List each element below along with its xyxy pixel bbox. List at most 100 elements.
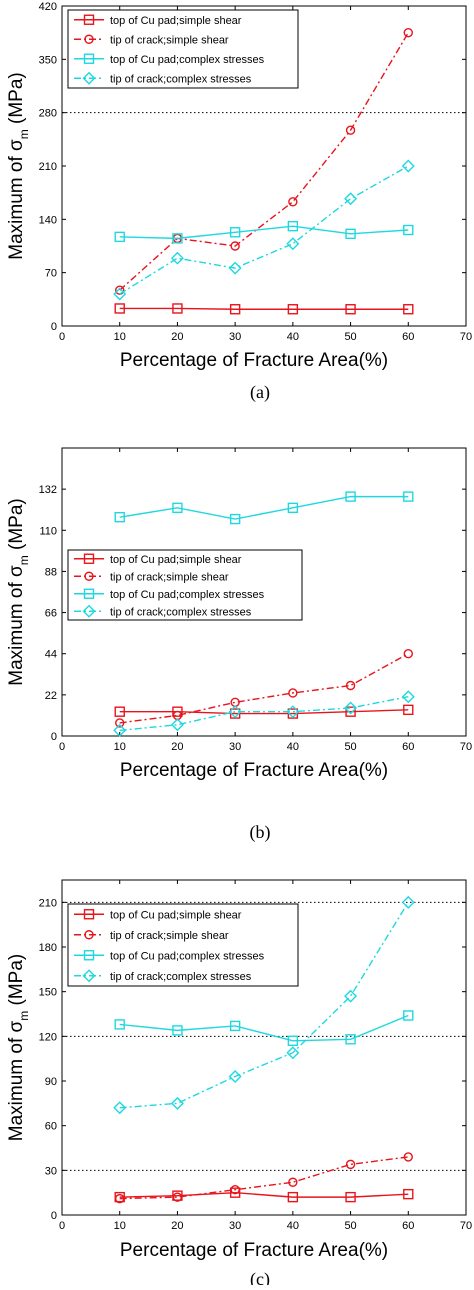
y-axis-label: Maximum of σm (MPa) [6, 498, 31, 685]
x-tick-label: 30 [229, 1220, 241, 1232]
series-line-2 [119, 653, 409, 724]
data-point-s4-2 [170, 251, 184, 265]
legend-box [67, 549, 303, 621]
legend-marker-2 [84, 34, 94, 44]
series-line-1 [119, 307, 409, 310]
data-point-s1-2 [172, 303, 183, 314]
y-tick-label: 60 [45, 1121, 57, 1133]
y-tick-label: 0 [51, 731, 57, 743]
y-tick-label: 280 [39, 108, 57, 120]
data-point-s4-4 [286, 237, 300, 251]
legend-label-2: tip of crack;simple shear [110, 930, 229, 942]
data-point-s3-2 [172, 502, 183, 514]
y-axis-label-main: Maximum of σ [6, 139, 27, 260]
x-tick-label: 40 [287, 741, 299, 753]
legend-label-1: top of Cu pad;simple shear [110, 15, 242, 27]
y-tick-label: 150 [39, 987, 57, 999]
series-line-3 [119, 1014, 409, 1042]
data-point-s2-1 [115, 285, 125, 295]
x-tick-label: 50 [344, 331, 356, 343]
data-point-s4-1 [113, 287, 127, 301]
data-point-s4-2 [170, 718, 184, 732]
data-point-s4-5 [344, 989, 358, 1003]
x-tick-label: 50 [344, 741, 356, 753]
data-point-s2-6 [403, 1152, 413, 1162]
data-point-s3-5 [345, 228, 356, 240]
data-point-s4-3 [228, 705, 242, 719]
y-tick-label: 30 [45, 1165, 57, 1177]
data-point-s2-3 [230, 241, 240, 251]
x-tick-label: 50 [344, 1220, 356, 1232]
data-point-s2-6 [403, 649, 413, 659]
series-line-1 [119, 709, 409, 715]
data-point-s4-3 [228, 261, 242, 275]
legend-marker-2 [84, 571, 94, 581]
y-axis-label-main: Maximum of σ [6, 565, 27, 686]
series-line-1 [119, 1191, 409, 1198]
data-point-s3-5 [345, 491, 356, 502]
data-point-s4-4 [286, 705, 300, 719]
figure-caption: (b) [250, 822, 271, 843]
data-point-s2-1 [115, 718, 125, 728]
data-point-s3-3 [229, 227, 241, 238]
legend-marker-4 [82, 71, 96, 85]
data-point-s1-6 [403, 1188, 414, 1200]
y-tick-label: 420 [39, 1, 57, 13]
y-axis-label-subscript: m [17, 1011, 31, 1021]
data-point-s1-3 [229, 304, 241, 315]
x-tick-label: 10 [114, 331, 126, 343]
data-point-s4-4 [286, 1046, 300, 1060]
legend-label-4: tip of crack;complex stresses [110, 971, 252, 983]
y-axis-label-unit: (MPa) [6, 954, 27, 1011]
legend-label-3: top of Cu pad;complex stresses [110, 589, 265, 601]
data-point-s3-6 [403, 491, 414, 502]
legend-label-4: tip of crack;complex stresses [110, 606, 252, 618]
data-point-s1-2 [172, 1190, 183, 1201]
series-line-4 [119, 901, 409, 1109]
data-point-s2-1 [115, 1193, 125, 1204]
x-tick-label: 20 [171, 741, 183, 753]
y-tick-label: 120 [39, 1031, 57, 1043]
data-point-s4-6 [401, 895, 415, 909]
y-tick-label: 210 [39, 897, 57, 909]
data-point-s4-1 [113, 723, 127, 737]
y-tick-label: 66 [45, 608, 57, 620]
legend-box [67, 903, 299, 987]
series-line-2 [119, 1156, 409, 1200]
data-point-s3-1 [114, 1019, 125, 1030]
x-tick-label: 70 [460, 1220, 472, 1232]
legend-marker-3 [83, 588, 95, 599]
data-point-s2-5 [345, 1159, 356, 1170]
y-axis-label-subscript: m [17, 129, 31, 139]
data-point-s3-3 [229, 1020, 241, 1032]
data-point-s2-4 [288, 197, 298, 207]
legend-marker-4 [82, 604, 96, 618]
x-tick-label: 20 [171, 1220, 183, 1232]
x-tick-label: 10 [114, 1220, 126, 1232]
legend-marker-1 [83, 909, 95, 920]
data-point-s4-2 [170, 1096, 184, 1110]
legend-marker-3 [83, 53, 95, 64]
x-tick-label: 0 [59, 741, 65, 753]
data-point-s4-6 [401, 159, 415, 173]
data-point-s1-2 [172, 706, 183, 717]
data-point-s3-3 [229, 513, 241, 525]
data-point-s3-6 [403, 224, 414, 236]
data-point-s3-2 [172, 233, 183, 244]
legend-label-1: top of Cu pad;simple shear [110, 554, 242, 566]
legend-label-2: tip of crack;simple shear [110, 34, 229, 46]
y-axis-label: Maximum of σm (MPa) [6, 72, 31, 259]
y-tick-label: 132 [39, 484, 57, 496]
data-point-s1-6 [403, 304, 414, 315]
data-point-s4-1 [113, 1101, 127, 1115]
x-tick-label: 60 [402, 331, 414, 343]
y-tick-label: 88 [45, 566, 57, 578]
x-tick-label: 20 [171, 331, 183, 343]
x-tick-label: 60 [402, 1220, 414, 1232]
y-axis-label-unit: (MPa) [6, 72, 27, 129]
x-tick-label: 70 [460, 331, 472, 343]
x-axis-label: Percentage of Fracture Area(%) [120, 1240, 388, 1261]
chart-b: 0 10 20 30 40 50 60 70 0 22 44 66 88 110 132 top of Cu … [6, 447, 472, 843]
data-point-s4-5 [344, 192, 358, 206]
